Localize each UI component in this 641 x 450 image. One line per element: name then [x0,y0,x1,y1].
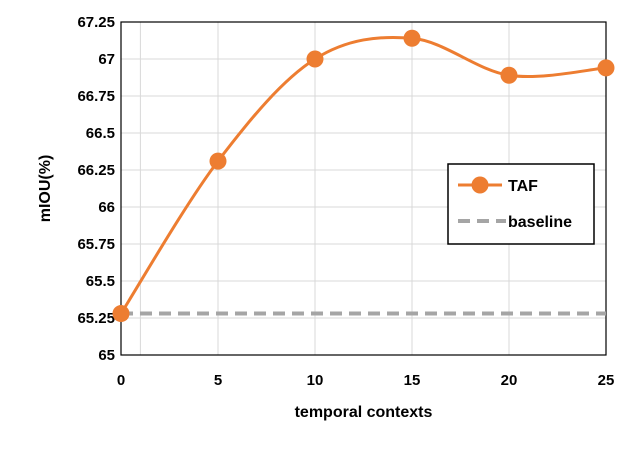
y-tick-label: 65.75 [77,236,115,253]
legend-taf-marker [471,176,489,194]
x-tick-label: 25 [598,372,615,389]
x-tick-label: 15 [404,372,421,389]
x-axis-title: temporal contexts [295,404,433,421]
y-tick-label: 66 [98,199,115,216]
y-tick-label: 65 [98,347,115,364]
taf-data-point [209,152,227,170]
y-axis-title: mIOU(%) [37,155,54,223]
x-tick-label: 20 [501,372,518,389]
y-tick-label: 65.5 [86,273,115,290]
x-tick-label: 0 [117,372,125,389]
legend-box [447,163,595,245]
series-layer [112,29,615,323]
legend-baseline-label: baseline [508,214,572,231]
legend: TAF baseline [447,163,595,245]
taf-data-point [500,66,518,84]
y-tick-label: 67.25 [77,14,115,31]
taf-data-point [112,305,130,323]
x-tick-label: 5 [214,372,222,389]
y-tick-label: 66.25 [77,162,115,179]
y-tick-label: 67 [98,51,115,68]
taf-data-point [597,59,615,77]
x-tick-label: 10 [307,372,324,389]
taf-data-point [403,29,421,47]
y-tick-label: 65.25 [77,310,115,327]
x-tick-labels: 0 5 10 15 20 25 [117,372,615,389]
y-tick-label: 66.5 [86,125,115,142]
legend-taf-label: TAF [508,178,538,195]
y-tick-label: 66.75 [77,88,115,105]
taf-data-point [306,50,324,68]
y-tick-labels: 65 65.25 65.5 65.75 66 66.25 66.5 66.75 67 67.25 [77,14,115,364]
plot-frame [120,21,607,356]
